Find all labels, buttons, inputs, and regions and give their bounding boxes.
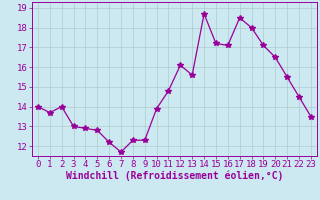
X-axis label: Windchill (Refroidissement éolien,°C): Windchill (Refroidissement éolien,°C) <box>66 171 283 181</box>
